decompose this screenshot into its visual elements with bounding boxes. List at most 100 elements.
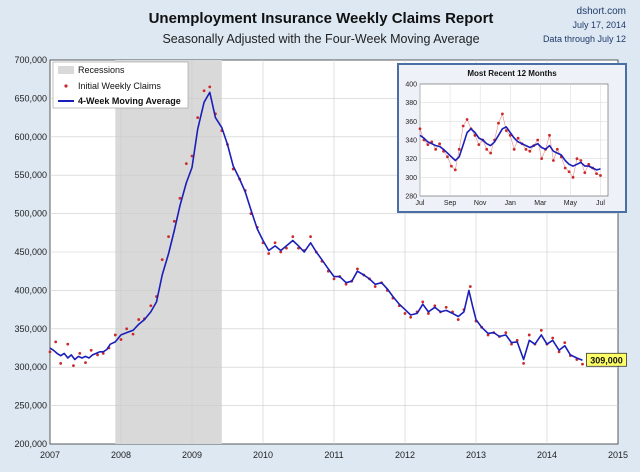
inset-claims-point (579, 159, 583, 162)
claims-point (96, 353, 99, 357)
report-date: July 17, 2014 (572, 20, 626, 30)
inset-claims-point (524, 147, 528, 151)
claims-point (54, 340, 58, 344)
claims-point (581, 362, 584, 366)
claims-point (172, 219, 176, 223)
claims-point (137, 318, 141, 321)
inset-x-tick-label: Nov (474, 200, 487, 207)
x-axis-ticks: 2007 2008 2009 2010 2011 2012 2013 2014 2015 (40, 450, 628, 460)
x-tick-label: 2011 (324, 450, 343, 460)
inset-title: Most Recent 12 Months (467, 69, 557, 78)
inset-claims-point (504, 129, 508, 133)
inset-claims-point (457, 147, 461, 151)
chart-title: Unemployment Insurance Weekly Claims Rep… (149, 10, 494, 27)
claims-point (527, 333, 531, 337)
inset-claims-point (575, 157, 579, 161)
inset-y-tick-label: 380 (405, 100, 417, 107)
inset-y-tick-label: 300 (405, 175, 417, 182)
inset-claims-point (563, 166, 567, 170)
callout-label: 309,000 (590, 355, 623, 365)
legend-label-moving-average: 4-Week Moving Average (78, 96, 181, 106)
inset-claims-point (477, 143, 481, 147)
grid-layer (50, 60, 618, 444)
latest-value-callout: 309,000 (586, 352, 627, 367)
claims-point (160, 258, 164, 262)
inset-claims-point (540, 157, 544, 161)
inset-claims-point (528, 149, 532, 153)
claims-point (279, 250, 283, 254)
claims-point (184, 162, 188, 166)
y-axis-ticks: 200,000 250,000 300,000 350,000 400,000 450,0… (14, 55, 47, 449)
claims-point (309, 235, 312, 239)
inset-y-tick-label: 400 (405, 82, 417, 89)
claims-point (190, 154, 194, 158)
claims-point (167, 235, 170, 239)
inset-x-tick-label: Jul (416, 200, 425, 207)
y-tick-label: 500,000 (14, 209, 47, 219)
inset-claims-point (418, 127, 422, 131)
legend-box (52, 61, 189, 109)
claims-point (504, 331, 508, 335)
claims-point (84, 361, 87, 364)
inset-x-tick-label: Sep (444, 200, 457, 207)
inset-claims-point (536, 138, 540, 142)
claims-point (208, 85, 212, 89)
claims-point (119, 338, 123, 341)
claims-point (113, 333, 117, 337)
claims-point (178, 196, 182, 200)
callout-box (586, 352, 627, 367)
source-credit: dshort.com (577, 6, 626, 17)
claims-point (202, 89, 206, 93)
claims-point (267, 252, 271, 255)
legend-label-recession: Recessions (78, 65, 125, 75)
inset-claims-point (489, 151, 493, 155)
claims-point (273, 241, 277, 245)
claims-point (344, 282, 348, 286)
y-tick-label: 550,000 (14, 170, 47, 180)
x-tick-label: 2014 (537, 450, 557, 460)
series-layer (48, 85, 584, 368)
inset-claims-point (500, 112, 504, 116)
claims-point (403, 312, 407, 315)
inset-claims-point (595, 172, 598, 176)
inset-claims-point (449, 164, 453, 168)
claims-point (486, 333, 490, 337)
claims-point (563, 341, 567, 345)
claims-point (78, 351, 82, 355)
y-tick-label: 200,000 (14, 439, 47, 449)
claims-point (409, 315, 413, 319)
claims-point (66, 342, 70, 346)
claims-point (89, 348, 93, 352)
claims-point (101, 351, 105, 355)
y-tick-label: 600,000 (14, 132, 47, 142)
inset-y-tick-label: 320 (405, 156, 417, 163)
inset-y-axis-ticks: 280 300 320 340 360 380 400 (405, 82, 417, 201)
inset-x-tick-label: Jan (505, 200, 516, 207)
inset-claims-point (434, 147, 438, 151)
x-tick-label: 2009 (182, 450, 202, 460)
inset-claims-point (461, 124, 465, 128)
y-tick-label: 650,000 (14, 93, 47, 103)
claims-point (539, 328, 543, 332)
legend-swatch-recession (58, 66, 74, 74)
y-tick-label: 300,000 (14, 362, 47, 372)
x-tick-label: 2008 (111, 450, 131, 460)
x-tick-label: 2012 (395, 450, 415, 460)
claims-point (515, 338, 519, 342)
y-tick-label: 400,000 (14, 285, 47, 295)
inset-claims-point (453, 168, 457, 172)
claims-point (131, 332, 135, 336)
inset-claims-point (516, 136, 520, 140)
claims-point (125, 327, 129, 331)
claims-point (291, 235, 295, 239)
claims-point (373, 285, 377, 288)
x-tick-label: 2013 (466, 450, 486, 460)
inset-moving-average-line (419, 126, 601, 171)
data-through-note: Data through July 12 (543, 34, 626, 44)
claims-point (510, 342, 513, 346)
inset-claims-point (426, 143, 430, 147)
inset-claims-point (485, 147, 489, 151)
inset-claims-point (555, 147, 559, 151)
claims-point (522, 361, 525, 365)
